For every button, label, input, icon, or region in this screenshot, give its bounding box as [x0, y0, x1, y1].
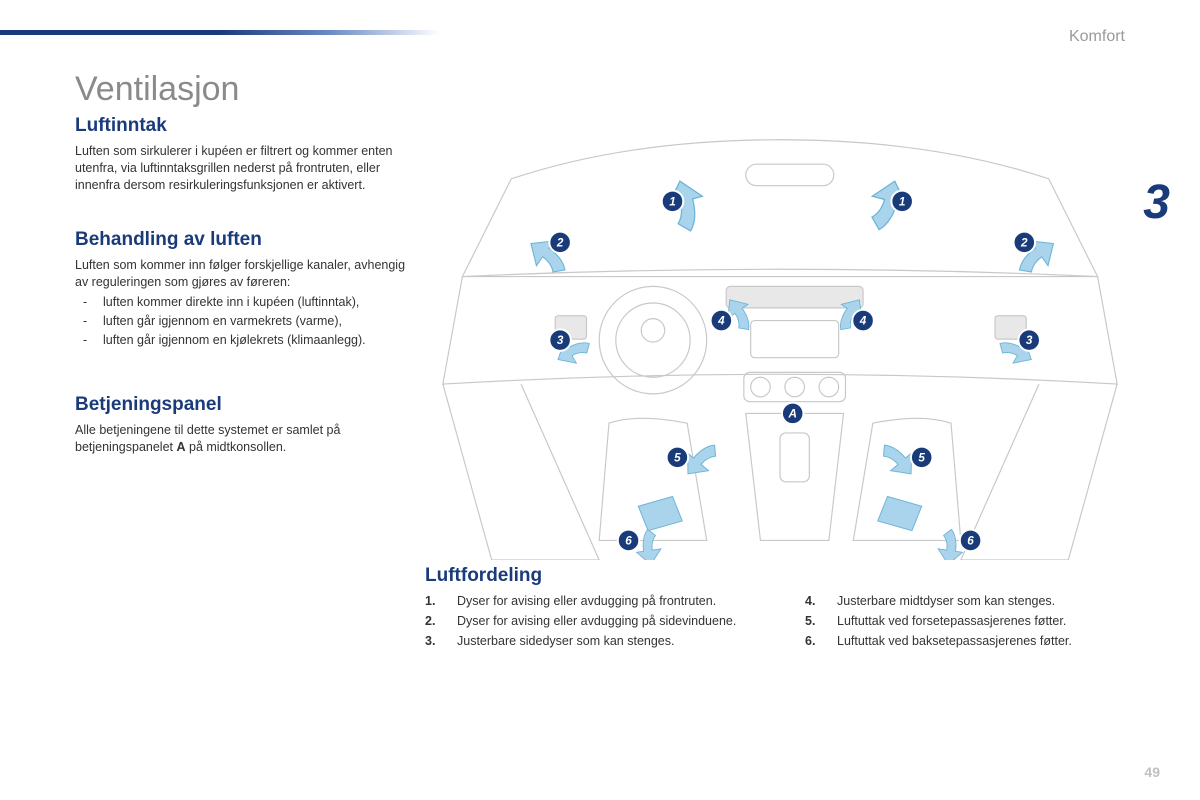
page-number: 49 [1144, 764, 1160, 780]
heading-behandling: Behandling av luften [75, 229, 407, 251]
svg-text:2: 2 [556, 236, 564, 249]
svg-text:4: 4 [717, 314, 725, 327]
heading-luftfordeling: Luftfordeling [425, 565, 1145, 587]
svg-text:5: 5 [918, 451, 925, 464]
body-betjening: Alle betjeningene til dette systemet er … [75, 422, 407, 456]
svg-text:1: 1 [669, 195, 676, 208]
list-item: 4.Justerbare midtdyser som kan stenges. [805, 593, 1145, 610]
heading-luftinntak: Luftinntak [75, 115, 407, 137]
luftfordeling-section: Luftfordeling 1.Dyser for avising eller … [425, 565, 1145, 653]
svg-text:3: 3 [557, 334, 564, 347]
list-item: luften går igjennom en varmekrets (varme… [75, 313, 407, 330]
svg-text:A: A [787, 407, 796, 420]
heading-betjening: Betjeningspanel [75, 394, 407, 416]
list-item: 6.Luftuttak ved baksetepassasjerenes føt… [805, 633, 1145, 650]
svg-text:6: 6 [967, 534, 974, 547]
svg-text:6: 6 [625, 534, 632, 547]
body-luftinntak: Luften som sirkulerer i kupéen er filtre… [75, 143, 407, 194]
page-title: Ventilasjon [75, 70, 1125, 109]
svg-text:5: 5 [674, 451, 681, 464]
svg-text:4: 4 [859, 314, 867, 327]
list-luftfordeling-left: 1.Dyser for avising eller avdugging på f… [425, 593, 765, 650]
ventilation-diagram: 1 1 2 2 3 3 4 4 A 5 5 6 6 [425, 130, 1135, 560]
list-luftfordeling-right: 4.Justerbare midtdyser som kan stenges. 5… [805, 593, 1145, 650]
header-accent-bar [0, 30, 440, 35]
list-item: luften kommer direkte inn i kupéen (luft… [75, 294, 407, 311]
list-item: 2.Dyser for avising eller avdugging på s… [425, 613, 765, 630]
list-item: luften går igjennom en kjølekrets (klima… [75, 332, 407, 349]
svg-text:3: 3 [1026, 334, 1033, 347]
list-item: 3.Justerbare sidedyser som kan stenges. [425, 633, 765, 650]
intro-behandling: Luften som kommer inn følger forskjellig… [75, 257, 407, 291]
list-item: 1.Dyser for avising eller avdugging på f… [425, 593, 765, 610]
list-item: 5.Luftuttak ved forsetepassasjerenes føt… [805, 613, 1145, 630]
svg-text:2: 2 [1020, 236, 1028, 249]
chapter-number: 3 [1143, 175, 1170, 230]
list-behandling: luften kommer direkte inn i kupéen (luft… [75, 294, 407, 349]
left-column: Luftinntak Luften som sirkulerer i kupée… [75, 115, 407, 456]
svg-text:1: 1 [899, 195, 906, 208]
section-label: Komfort [1069, 28, 1125, 46]
